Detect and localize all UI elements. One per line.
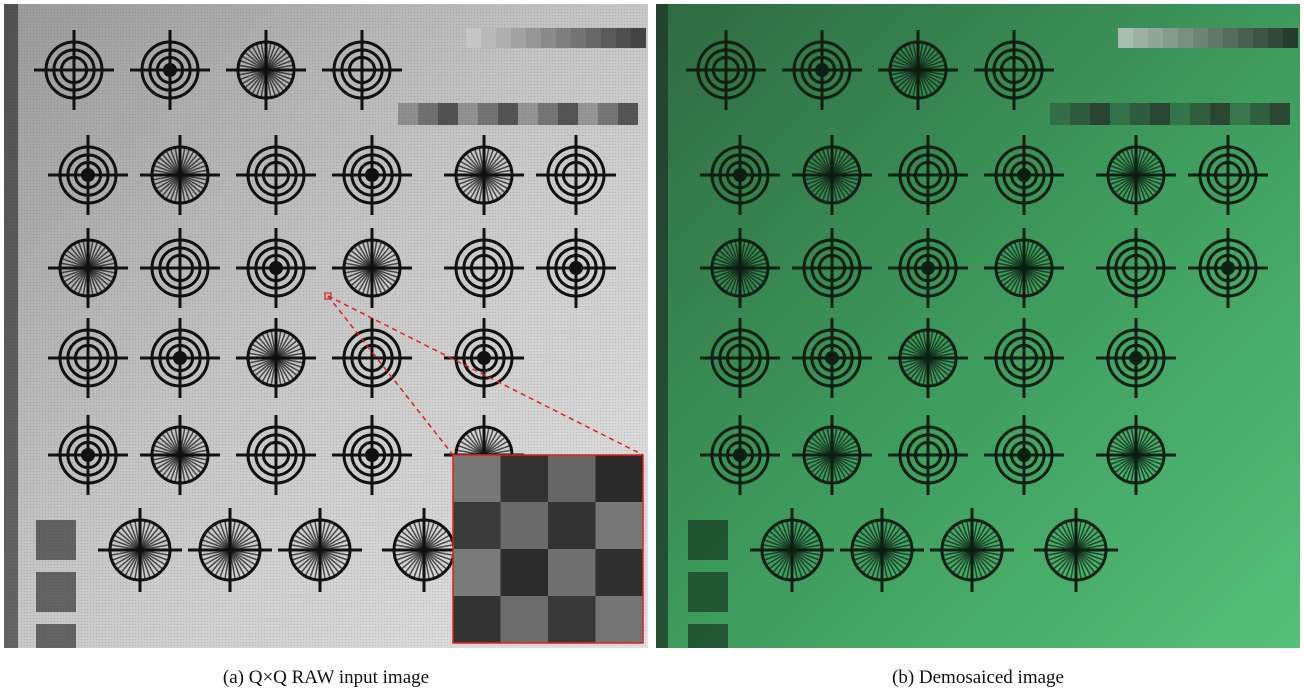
gray-step (466, 28, 481, 48)
color-patch (1090, 103, 1110, 125)
figure: (a) Q×Q RAW input image (b) Demosaiced i… (0, 0, 1304, 692)
caption: (a) Q×Q RAW input image (223, 667, 429, 688)
center (173, 351, 187, 365)
gray-step (1253, 28, 1268, 48)
gray-step (496, 28, 511, 48)
zoom-pixel (501, 502, 549, 549)
gray-step (1178, 28, 1193, 48)
zoom-pixel (596, 549, 644, 596)
patch (36, 624, 76, 664)
gray-step (631, 28, 646, 48)
gray-step (1268, 28, 1283, 48)
gray-step (556, 28, 571, 48)
center (815, 63, 829, 77)
zoom-pixel (501, 455, 549, 502)
gray-step (601, 28, 616, 48)
color-patch (478, 103, 498, 125)
center (825, 351, 839, 365)
gray-step (541, 28, 556, 48)
color-patch (398, 103, 418, 125)
color-patch (558, 103, 578, 125)
color-patch (618, 103, 638, 125)
center (1017, 448, 1031, 462)
demosaiced-image (656, 4, 1300, 664)
zoom-pixel (596, 596, 644, 643)
center (477, 351, 491, 365)
color-patch (1070, 103, 1090, 125)
zoom-pixel (453, 596, 501, 643)
zoom-pixel (548, 549, 596, 596)
center (733, 448, 747, 462)
color-patch (1110, 103, 1130, 125)
center (81, 448, 95, 462)
zoom-pixel (548, 502, 596, 549)
gray-step (1163, 28, 1178, 48)
color-patch (1050, 103, 1070, 125)
color-patch (1230, 103, 1250, 125)
center (1129, 351, 1143, 365)
center (733, 168, 747, 182)
center (269, 261, 283, 275)
patch (688, 572, 728, 612)
zoom-pixel (501, 596, 549, 643)
color-patch (518, 103, 538, 125)
color-patch (498, 103, 518, 125)
zoom-pixel (548, 596, 596, 643)
color-patch (1190, 103, 1210, 125)
zoom-pixel (548, 455, 596, 502)
zoom-pixel (453, 549, 501, 596)
gray-step (1133, 28, 1148, 48)
color-patch (1130, 103, 1150, 125)
color-patch (418, 103, 438, 125)
gray-step (616, 28, 631, 48)
center (1017, 168, 1031, 182)
zoom-pixel (596, 502, 644, 549)
color-patch (1250, 103, 1270, 125)
center (921, 261, 935, 275)
gray-step (526, 28, 541, 48)
center (365, 448, 379, 462)
color-patch (458, 103, 478, 125)
color-patch (578, 103, 598, 125)
patch (36, 572, 76, 612)
color-patch (1210, 103, 1230, 125)
gray-step (571, 28, 586, 48)
color-patch (1170, 103, 1190, 125)
gray-step (1118, 28, 1133, 48)
gray-step (511, 28, 526, 48)
gray-step (1208, 28, 1223, 48)
page: (a) Q×Q RAW input image (b) Demosaiced i… (0, 0, 1304, 692)
zoom-pixel (453, 455, 501, 502)
zoom-pixel (596, 455, 644, 502)
center (1221, 261, 1235, 275)
gray-step (1148, 28, 1163, 48)
color-patch (538, 103, 558, 125)
center (81, 168, 95, 182)
gray-step (1283, 28, 1298, 48)
patch (688, 624, 728, 664)
zoom-pixel (453, 502, 501, 549)
caption: (b) Demosaiced image (892, 667, 1064, 688)
gray-step (1193, 28, 1208, 48)
patch (36, 520, 76, 560)
gray-step (1238, 28, 1253, 48)
gray-step (1223, 28, 1238, 48)
center (569, 261, 583, 275)
color-patch (438, 103, 458, 125)
gray-step (481, 28, 496, 48)
center (163, 63, 177, 77)
color-patch (1270, 103, 1290, 125)
zoom-pixel (501, 549, 549, 596)
color-patch (1150, 103, 1170, 125)
gray-step (586, 28, 601, 48)
color-patch (598, 103, 618, 125)
center (365, 168, 379, 182)
patch (688, 520, 728, 560)
